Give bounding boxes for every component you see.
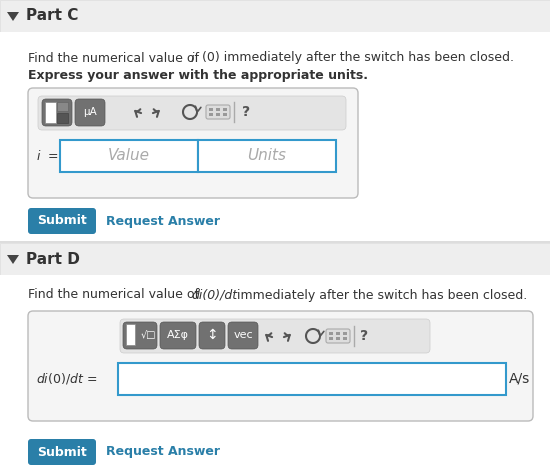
FancyBboxPatch shape [28, 88, 358, 198]
Text: ↕: ↕ [206, 328, 218, 342]
Bar [336, 332, 340, 335]
Bar [329, 332, 333, 335]
Bar [343, 337, 347, 340]
Bar [0, 275, 550, 472]
FancyBboxPatch shape [28, 439, 96, 465]
Text: $di(0)/dt$ =: $di(0)/dt$ = [36, 371, 97, 387]
Bar [216, 108, 220, 111]
Bar [336, 337, 340, 340]
Text: $i$  =: $i$ = [36, 149, 59, 163]
Text: (0) immediately after the switch has been closed.: (0) immediately after the switch has bee… [198, 51, 514, 65]
Bar [198, 140, 336, 172]
Text: i: i [191, 51, 195, 65]
Text: immediately after the switch has been closed.: immediately after the switch has been cl… [233, 288, 527, 302]
Bar [223, 108, 227, 111]
Bar [216, 113, 220, 116]
Bar [0, 243, 550, 275]
FancyBboxPatch shape [38, 96, 346, 130]
FancyBboxPatch shape [123, 322, 157, 349]
Text: Part C: Part C [26, 8, 78, 24]
FancyBboxPatch shape [28, 311, 533, 421]
Text: Express your answer with the appropriate units.: Express your answer with the appropriate… [28, 69, 368, 83]
Text: √□: √□ [140, 330, 156, 340]
Bar [209, 113, 213, 116]
Text: Find the numerical value of: Find the numerical value of [28, 51, 203, 65]
Text: μA: μA [83, 107, 97, 117]
FancyBboxPatch shape [326, 329, 350, 343]
FancyBboxPatch shape [42, 99, 72, 126]
Bar [118, 363, 506, 395]
FancyBboxPatch shape [206, 105, 230, 119]
Bar [209, 108, 213, 111]
Text: vec: vec [233, 330, 253, 340]
FancyBboxPatch shape [228, 322, 258, 349]
Bar [329, 337, 333, 340]
Bar [45, 102, 56, 123]
Bar [126, 324, 135, 345]
Bar [0, 241, 550, 243]
Bar [223, 113, 227, 116]
FancyBboxPatch shape [28, 208, 96, 234]
Bar [0, 32, 550, 242]
Polygon shape [7, 255, 19, 264]
Text: Find the numerical value of: Find the numerical value of [28, 288, 203, 302]
Bar [343, 332, 347, 335]
Text: Submit: Submit [37, 446, 87, 458]
Text: ΑΣφ: ΑΣφ [167, 330, 189, 340]
Text: Units: Units [248, 149, 287, 163]
FancyBboxPatch shape [199, 322, 225, 349]
Text: A/s: A/s [509, 372, 531, 386]
FancyBboxPatch shape [160, 322, 196, 349]
Text: Request Answer: Request Answer [106, 446, 220, 458]
FancyBboxPatch shape [75, 99, 105, 126]
Text: Value: Value [108, 149, 150, 163]
Polygon shape [7, 12, 19, 21]
Bar [57, 113, 68, 123]
Text: Part D: Part D [26, 252, 80, 267]
Bar [0, 0, 550, 32]
Text: ?: ? [242, 105, 250, 119]
Text: Request Answer: Request Answer [106, 214, 220, 228]
Bar [57, 102, 68, 111]
Text: Submit: Submit [37, 214, 87, 228]
FancyBboxPatch shape [120, 319, 430, 353]
Bar [60, 140, 198, 172]
Text: di(0)/dt: di(0)/dt [191, 288, 237, 302]
Text: ?: ? [360, 329, 368, 343]
